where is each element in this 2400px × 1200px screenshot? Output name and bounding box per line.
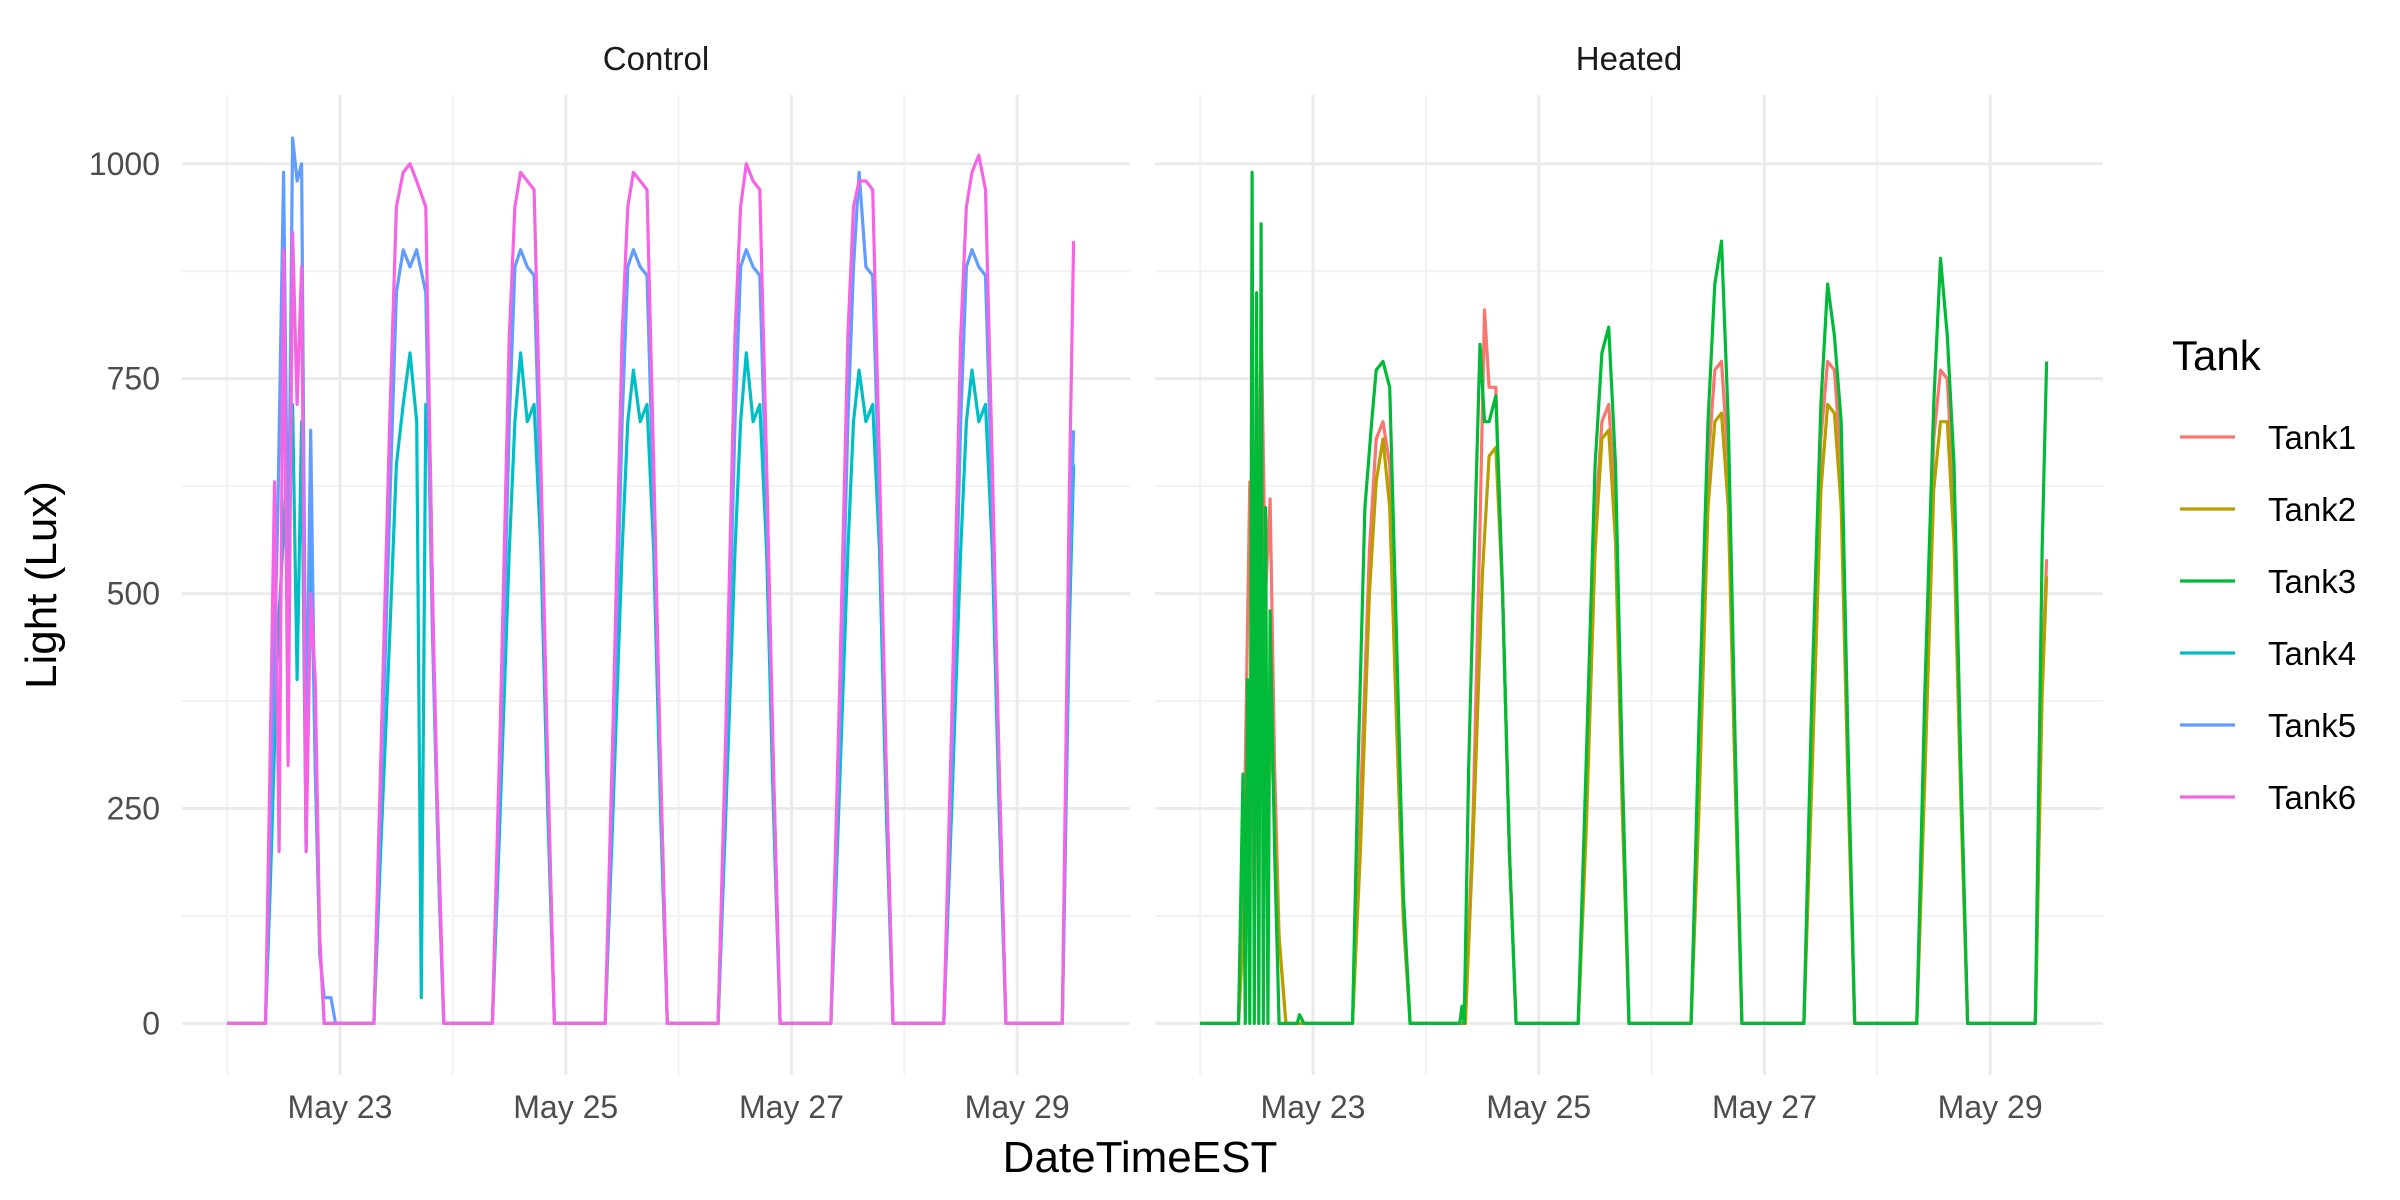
x-tick-label: May 23 bbox=[1261, 1089, 1366, 1125]
y-tick-label: 500 bbox=[107, 576, 160, 612]
x-tick-label: May 29 bbox=[965, 1089, 1070, 1125]
series-line-heated-tank3 bbox=[1200, 170, 2049, 1025]
x-axis-title: DateTimeEST bbox=[1003, 1133, 1278, 1182]
heated-panel: May 23 May 25 May 27 May 29 bbox=[1155, 95, 2103, 1125]
control-panel: 0 250 500 750 1000 May 23 May 25 May 27 May 29 bbox=[89, 95, 1130, 1125]
legend-label-tank1: Tank1 bbox=[2268, 419, 2356, 456]
legend: Tank Tank1 Tank2 Tank3 Tank4 Tank5 Tank6 bbox=[2172, 332, 2356, 816]
y-tick-label: 750 bbox=[107, 361, 160, 397]
y-tick-label: 250 bbox=[107, 791, 160, 827]
facet-label-heated: Heated bbox=[1576, 40, 1682, 77]
y-tick-label: 0 bbox=[142, 1005, 160, 1041]
x-tick-label: May 25 bbox=[513, 1089, 618, 1125]
x-tick-label: May 29 bbox=[1938, 1089, 2043, 1125]
legend-title: Tank bbox=[2172, 332, 2262, 379]
legend-label-tank2: Tank2 bbox=[2268, 491, 2356, 528]
x-tick-label: May 27 bbox=[1712, 1089, 1817, 1125]
x-tick-label: May 25 bbox=[1486, 1089, 1591, 1125]
facet-label-control: Control bbox=[603, 40, 709, 77]
legend-label-tank6: Tank6 bbox=[2268, 779, 2356, 816]
legend-label-tank3: Tank3 bbox=[2268, 563, 2356, 600]
y-axis-title: Light (Lux) bbox=[17, 481, 66, 689]
x-tick-label: May 27 bbox=[739, 1089, 844, 1125]
x-tick-label: May 23 bbox=[288, 1089, 393, 1125]
y-tick-label: 1000 bbox=[89, 146, 160, 182]
series-line-control-tank6 bbox=[227, 153, 1076, 1025]
legend-label-tank5: Tank5 bbox=[2268, 707, 2356, 744]
legend-label-tank4: Tank4 bbox=[2268, 635, 2356, 672]
